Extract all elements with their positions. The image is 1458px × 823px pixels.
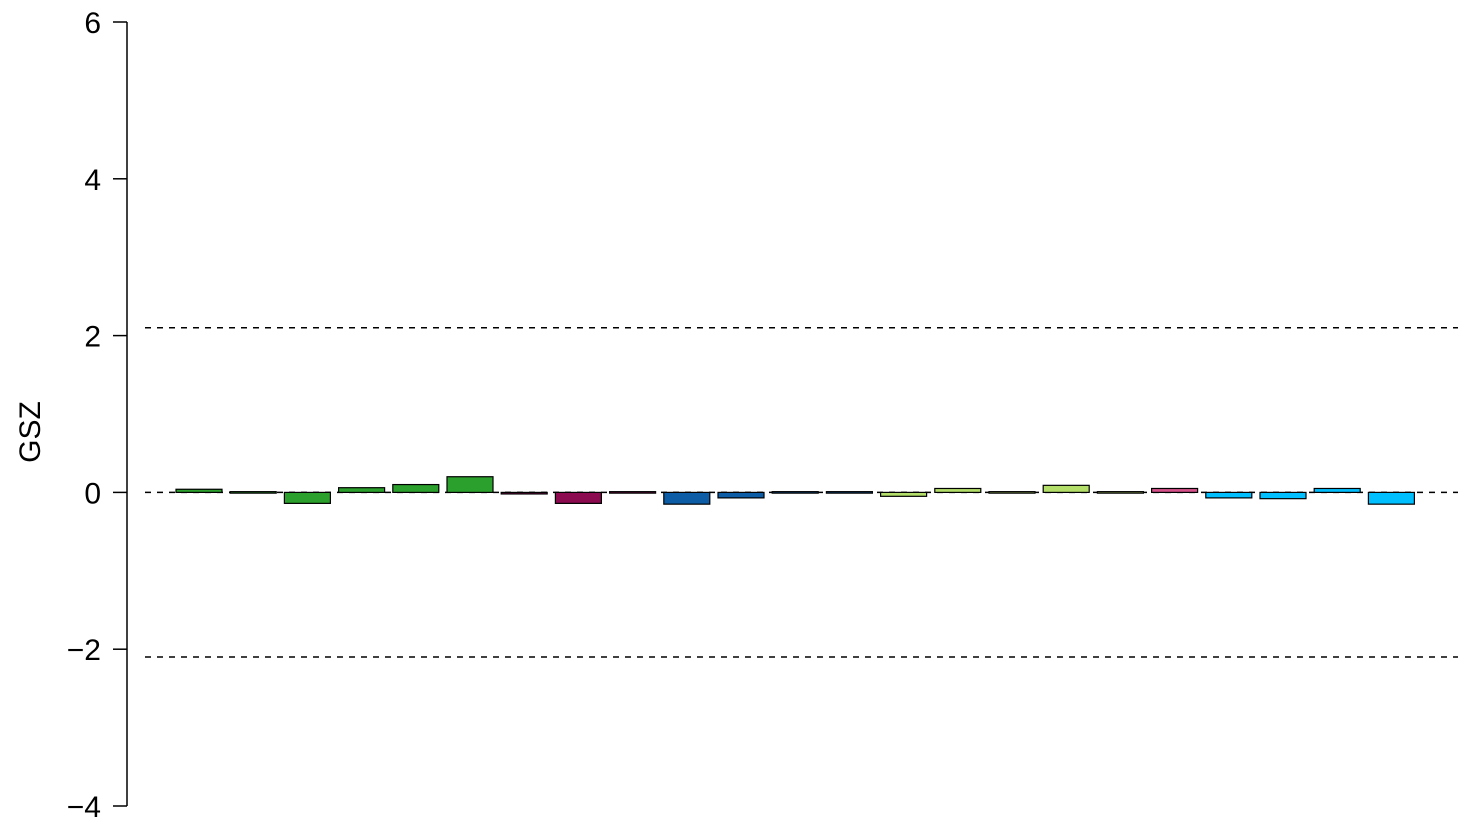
bar bbox=[988, 491, 1036, 494]
y-tick-label: −4 bbox=[67, 791, 101, 823]
bar bbox=[446, 476, 494, 494]
bar bbox=[229, 491, 277, 494]
bar bbox=[338, 487, 386, 494]
bar bbox=[175, 488, 223, 494]
bar bbox=[879, 491, 928, 497]
bar bbox=[771, 491, 819, 494]
y-ticks: 6 4 2 0 −2 −4 bbox=[67, 7, 127, 823]
y-tick-label: 4 bbox=[84, 164, 101, 197]
bar bbox=[1205, 491, 1253, 499]
y-tick-label: 2 bbox=[84, 321, 101, 354]
bar bbox=[1150, 487, 1199, 494]
bar bbox=[1259, 491, 1307, 500]
bar bbox=[934, 487, 982, 494]
bar bbox=[825, 491, 874, 494]
bar bbox=[1367, 491, 1416, 505]
bar bbox=[608, 491, 657, 494]
y-tick-label: 6 bbox=[84, 7, 101, 40]
bar bbox=[392, 483, 440, 493]
bar bbox=[1042, 484, 1090, 493]
y-axis: 6 4 2 0 −2 −4 bbox=[67, 7, 128, 823]
bars bbox=[175, 476, 1416, 505]
y-tick-label: 0 bbox=[84, 477, 101, 510]
bar bbox=[554, 491, 603, 504]
bar bbox=[1313, 487, 1361, 494]
bar bbox=[663, 491, 711, 505]
bar bbox=[500, 491, 548, 495]
y-axis-title: GSZ bbox=[14, 401, 47, 463]
bar bbox=[717, 491, 765, 499]
y-tick-label: −2 bbox=[67, 634, 101, 667]
bar bbox=[1096, 491, 1145, 494]
bar bbox=[283, 491, 331, 504]
